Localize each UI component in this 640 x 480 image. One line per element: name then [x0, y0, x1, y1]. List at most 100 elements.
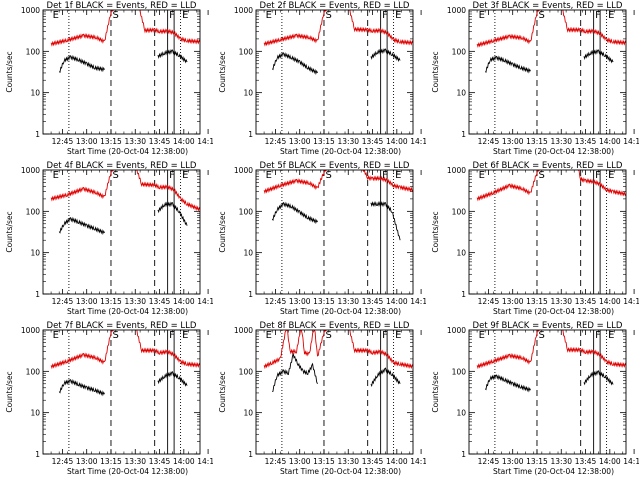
x-tick-label: 13:45	[575, 297, 597, 306]
series-line	[263, 10, 329, 47]
panel-title: Det 2f BLACK = Events, RED = LLD	[260, 1, 410, 11]
x-tick-label: 14:00	[599, 297, 621, 306]
interval-marker-label: E	[53, 10, 59, 21]
y-axis-label: Counts/sec	[5, 211, 14, 252]
interval-marker-label: S	[538, 10, 544, 21]
interval-marker-label: E	[266, 10, 272, 21]
interval-marker-label: F	[595, 10, 601, 21]
x-tick-label: 13:15	[313, 297, 335, 306]
series-line	[476, 330, 542, 370]
y-axis-label: Counts/sec	[431, 51, 440, 92]
x-tick-label: 13:00	[502, 297, 524, 306]
y-axis-label: Counts/sec	[218, 371, 227, 412]
y-tick-label: 1	[35, 130, 40, 139]
series-line	[272, 353, 318, 393]
interval-marker-label: S	[538, 330, 544, 341]
x-tick-label: 14:00	[173, 457, 195, 466]
panel-title: Det 8f BLACK = Events, RED = LLD	[260, 321, 410, 331]
x-axis-label: Start Time (20-Oct-04 12:38:00)	[67, 467, 188, 476]
series-line	[484, 374, 531, 393]
y-tick-label: 1	[248, 290, 253, 299]
x-tick-label: 13:45	[575, 137, 597, 146]
x-tick-label: 13:45	[149, 137, 171, 146]
detector-panel: Det 5f BLACK = Events, RED = LLD Counts/s…	[218, 161, 426, 316]
interval-marker-label: E	[182, 170, 188, 181]
series-line	[370, 201, 401, 241]
x-tick-label: 13:00	[502, 457, 524, 466]
plot-frame	[255, 329, 414, 455]
y-tick-label: 1	[461, 130, 466, 139]
series-line	[484, 55, 531, 74]
series-line	[263, 330, 329, 370]
interval-marker-label: F	[169, 330, 175, 341]
x-tick-label: 12:45	[478, 457, 500, 466]
interval-marker-label: E	[266, 330, 272, 341]
x-axis-label: Start Time (20-Oct-04 12:38:00)	[280, 147, 401, 156]
detector-panel: Det 3f BLACK = Events, RED = LLD Counts/s…	[431, 1, 639, 156]
x-tick-label: 13:30	[550, 297, 572, 306]
x-tick-label: 14:00	[173, 297, 195, 306]
interval-marker-label: E	[182, 10, 188, 21]
x-tick-label: 13:30	[550, 457, 572, 466]
interval-marker-label: F	[382, 330, 388, 341]
y-tick-label: 1	[461, 450, 466, 459]
y-tick-label: 10	[243, 249, 253, 258]
x-tick-label: 14:15	[623, 457, 639, 466]
series-line	[577, 170, 626, 197]
y-tick-label: 100	[26, 47, 41, 56]
x-axis-label: Start Time (20-Oct-04 12:38:00)	[493, 307, 614, 316]
plot-frame	[468, 9, 627, 135]
series-line	[50, 330, 116, 370]
y-tick-label: 1000	[21, 6, 40, 15]
interval-marker-label: E	[608, 10, 614, 21]
y-tick-label: 100	[452, 47, 467, 56]
interval-marker-label: E	[479, 170, 485, 181]
x-tick-label: 12:45	[265, 297, 287, 306]
detector-panel: Det 7f BLACK = Events, RED = LLD Counts/s…	[5, 321, 213, 476]
y-tick-label: 1	[248, 130, 253, 139]
x-tick-label: 13:00	[502, 137, 524, 146]
plot-frame	[255, 9, 414, 135]
x-tick-label: 13:15	[526, 457, 548, 466]
interval-marker-label: F	[169, 10, 175, 21]
x-tick-label: 12:45	[478, 137, 500, 146]
x-tick-label: 14:00	[386, 137, 408, 146]
panel-title: Det 4f BLACK = Events, RED = LLD	[47, 161, 197, 171]
series-line	[50, 170, 116, 202]
x-tick-label: 13:45	[362, 297, 384, 306]
panel-title: Det 6f BLACK = Events, RED = LLD	[473, 161, 623, 171]
series-line	[135, 330, 200, 368]
x-tick-label: 14:15	[410, 457, 426, 466]
x-tick-label: 14:00	[386, 457, 408, 466]
x-tick-label: 12:45	[265, 457, 287, 466]
series-line	[348, 10, 413, 46]
interval-marker-label: E	[395, 10, 401, 21]
x-tick-label: 13:45	[362, 457, 384, 466]
y-tick-label: 100	[239, 47, 254, 56]
series-line	[370, 48, 401, 63]
interval-marker-label: E	[53, 330, 59, 341]
x-axis-label: Start Time (20-Oct-04 12:38:00)	[67, 307, 188, 316]
x-tick-label: 14:15	[410, 297, 426, 306]
interval-marker-label: E	[395, 170, 401, 181]
x-tick-label: 13:00	[76, 137, 98, 146]
y-tick-label: 1000	[21, 326, 40, 335]
series-line	[157, 201, 188, 226]
x-tick-label: 13:15	[100, 457, 122, 466]
panel-title: Det 9f BLACK = Events, RED = LLD	[473, 321, 623, 331]
series-line	[138, 10, 200, 45]
interval-marker-label: S	[325, 170, 331, 181]
x-tick-label: 13:30	[337, 297, 359, 306]
x-tick-label: 14:00	[386, 297, 408, 306]
interval-marker-label: S	[112, 330, 118, 341]
interval-marker-label: S	[325, 10, 331, 21]
y-tick-label: 100	[26, 367, 41, 376]
interval-marker-label: E	[479, 330, 485, 341]
x-tick-label: 14:15	[623, 137, 639, 146]
x-tick-label: 14:15	[197, 457, 213, 466]
interval-marker-label: E	[479, 10, 485, 21]
x-tick-label: 13:30	[124, 137, 146, 146]
y-tick-label: 100	[239, 207, 254, 216]
x-axis-label: Start Time (20-Oct-04 12:38:00)	[67, 147, 188, 156]
